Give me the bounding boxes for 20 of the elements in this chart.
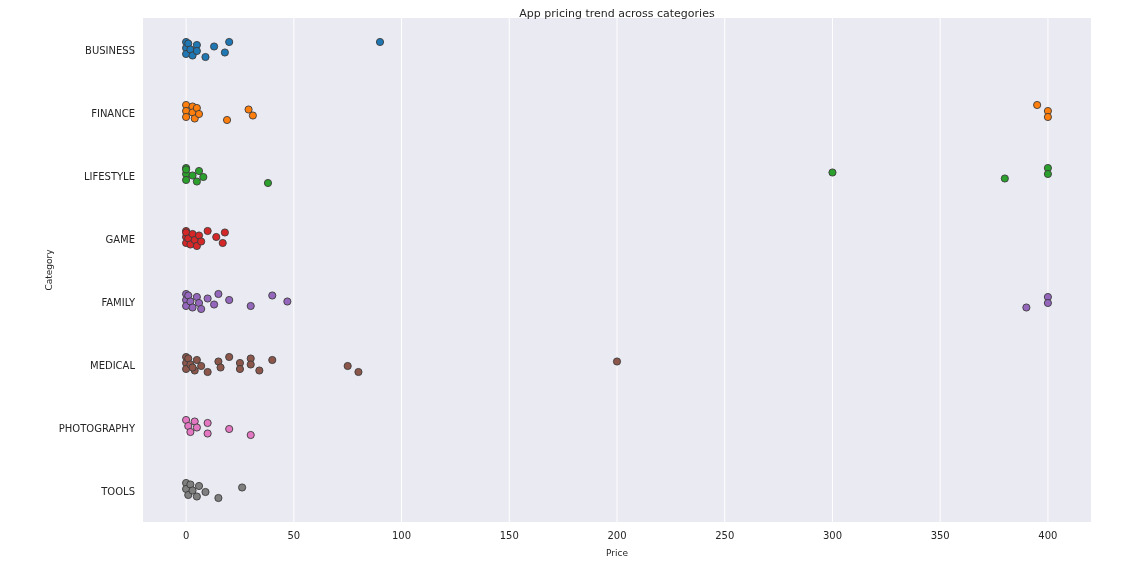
y-tick-label: GAME bbox=[105, 233, 135, 245]
x-tick-label: 300 bbox=[822, 530, 842, 541]
y-axis-title: Category bbox=[44, 248, 54, 291]
x-tick-label: 0 bbox=[182, 530, 190, 541]
y-tick-label: FAMILY bbox=[101, 296, 136, 308]
x-axis-title: Price bbox=[606, 548, 629, 558]
y-tick-label: TOOLS bbox=[100, 485, 135, 497]
x-tick-label: 250 bbox=[715, 530, 735, 541]
x-tick-label: 350 bbox=[930, 530, 950, 541]
x-tick-label: 150 bbox=[499, 530, 519, 541]
y-tick-label: FINANCE bbox=[91, 107, 135, 119]
chart-title: App pricing trend across categories bbox=[519, 7, 715, 20]
y-tick-label: LIFESTYLE bbox=[83, 170, 135, 182]
y-tick-label: PHOTOGRAPHY bbox=[58, 422, 136, 434]
y-tick-label: MEDICAL bbox=[90, 359, 136, 371]
y-tick-label: BUSINESS bbox=[85, 44, 135, 56]
x-tick-label: 50 bbox=[287, 530, 301, 541]
x-tick-label: 200 bbox=[607, 530, 627, 541]
x-tick-label: 400 bbox=[1038, 530, 1058, 541]
x-tick-label: 100 bbox=[392, 530, 412, 541]
